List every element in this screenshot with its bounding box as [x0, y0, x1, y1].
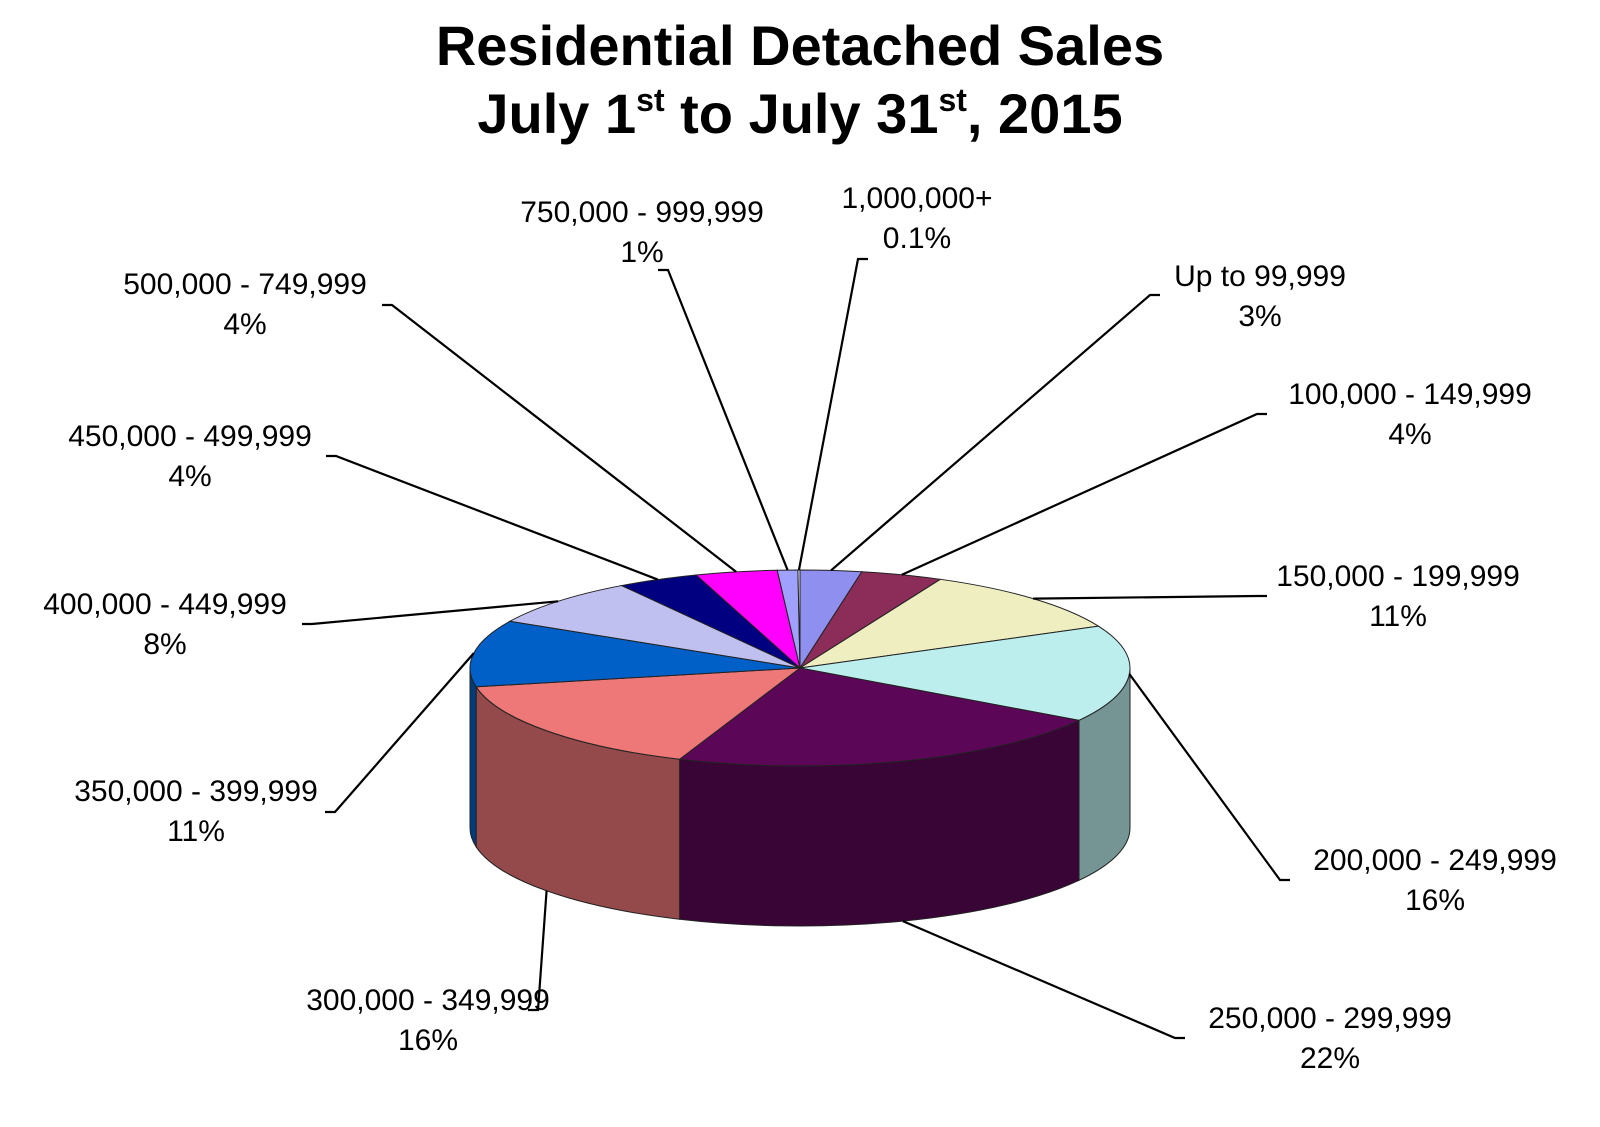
leader-line-4	[902, 920, 1185, 1040]
leader-line-9	[382, 303, 737, 573]
slice-labels: Up to 99,999 3% 100,000 - 149,999 4% 150,000…	[43, 182, 1557, 1075]
leader-line-11	[797, 257, 868, 571]
slice-percent-9: 4%	[223, 308, 266, 341]
slice-label-3: 200,000 - 249,999	[1313, 844, 1557, 877]
pie-side-6	[469, 667, 477, 849]
leader-line-10	[658, 268, 789, 571]
slice-label-10: 750,000 - 999,999	[520, 196, 764, 229]
pie-sides	[469, 667, 1131, 927]
slice-percent-4: 22%	[1300, 1042, 1360, 1075]
title-part-3: to July 31	[665, 82, 939, 145]
pie-slice-7	[508, 585, 801, 669]
slice-percent-7: 8%	[143, 628, 186, 661]
leader-line-7	[302, 600, 559, 626]
slice-percent-8: 4%	[168, 460, 211, 493]
title-part-2: st	[636, 82, 665, 118]
pie-slice-6	[469, 620, 801, 688]
leader-line-8	[326, 454, 659, 581]
slice-percent-11: 0.1%	[883, 222, 951, 255]
slice-label-8: 450,000 - 499,999	[68, 420, 312, 453]
pie-slice-3	[799, 625, 1131, 721]
chart-title-line-1: Residential Detached Sales	[436, 14, 1164, 77]
slice-label-9: 500,000 - 749,999	[123, 268, 367, 301]
pie-slice-5	[475, 667, 802, 760]
chart-title: Residential Detached Sales July 1st to J…	[436, 14, 1164, 145]
slice-label-5: 300,000 - 349,999	[306, 984, 550, 1017]
slice-percent-1: 4%	[1388, 418, 1431, 451]
leader-line-0	[830, 293, 1160, 572]
slice-label-6: 350,000 - 399,999	[74, 775, 318, 808]
leader-line-1	[901, 412, 1267, 576]
leader-line-6	[325, 652, 475, 814]
pie-slice-2	[799, 578, 1100, 669]
slice-label-7: 400,000 - 449,999	[43, 588, 287, 621]
leader-line-3	[1128, 673, 1290, 882]
slice-label-1: 100,000 - 149,999	[1288, 378, 1532, 411]
slice-label-2: 150,000 - 199,999	[1276, 560, 1520, 593]
title-part-1: July 1	[477, 82, 636, 145]
title-part-5: , 2015	[967, 82, 1123, 145]
slice-percent-6: 11%	[167, 815, 225, 848]
slice-percent-0: 3%	[1238, 300, 1281, 333]
leader-lines	[302, 257, 1290, 1040]
slice-percent-2: 11%	[1369, 600, 1427, 633]
pie-top	[469, 569, 1131, 767]
title-part-4: st	[938, 82, 967, 118]
pie-slice-4	[678, 667, 1081, 767]
slice-label-0: Up to 99,999	[1174, 260, 1346, 293]
slice-label-4: 250,000 - 299,999	[1208, 1002, 1452, 1035]
leader-line-5	[528, 890, 548, 1012]
slice-percent-3: 16%	[1405, 884, 1465, 917]
slice-label-11: 1,000,000+	[842, 182, 993, 215]
chart-title-line-2: July 1st to July 31st, 2015	[477, 82, 1122, 145]
slice-percent-10: 1%	[620, 236, 663, 269]
slice-percent-5: 16%	[398, 1024, 458, 1057]
leader-line-2	[1033, 594, 1267, 600]
